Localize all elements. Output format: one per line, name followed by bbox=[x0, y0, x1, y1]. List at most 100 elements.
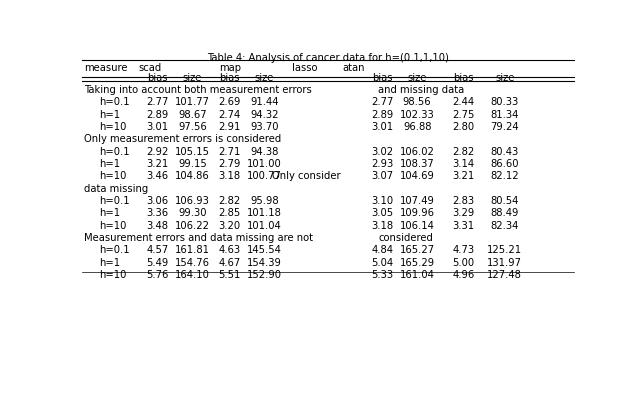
Text: 101.00: 101.00 bbox=[247, 159, 282, 169]
Text: 93.70: 93.70 bbox=[250, 122, 278, 132]
Text: h=0.1: h=0.1 bbox=[99, 147, 130, 157]
Text: 5.00: 5.00 bbox=[452, 257, 475, 268]
Text: 2.74: 2.74 bbox=[218, 110, 241, 120]
Text: 2.79: 2.79 bbox=[218, 159, 241, 169]
Text: size: size bbox=[408, 73, 427, 83]
Text: 5.51: 5.51 bbox=[218, 270, 241, 280]
Text: 98.67: 98.67 bbox=[178, 110, 207, 120]
Text: 91.44: 91.44 bbox=[250, 97, 278, 108]
Text: 125.21: 125.21 bbox=[487, 245, 522, 255]
Text: 106.02: 106.02 bbox=[400, 147, 435, 157]
Text: 106.93: 106.93 bbox=[175, 196, 210, 206]
Text: 108.37: 108.37 bbox=[400, 159, 435, 169]
Text: 102.33: 102.33 bbox=[400, 110, 435, 120]
Text: 2.91: 2.91 bbox=[218, 122, 241, 132]
Text: 2.69: 2.69 bbox=[218, 97, 241, 108]
Text: h=1: h=1 bbox=[99, 110, 120, 120]
Text: h=0.1: h=0.1 bbox=[99, 245, 130, 255]
Text: 99.15: 99.15 bbox=[178, 159, 207, 169]
Text: 94.32: 94.32 bbox=[250, 110, 278, 120]
Text: 2.82: 2.82 bbox=[452, 147, 475, 157]
Text: 5.33: 5.33 bbox=[371, 270, 394, 280]
Text: 2.85: 2.85 bbox=[218, 208, 241, 218]
Text: 5.49: 5.49 bbox=[147, 257, 168, 268]
Text: h=1: h=1 bbox=[99, 159, 120, 169]
Text: 2.83: 2.83 bbox=[452, 196, 475, 206]
Text: 101.18: 101.18 bbox=[247, 208, 282, 218]
Text: 80.54: 80.54 bbox=[490, 196, 519, 206]
Text: size: size bbox=[255, 73, 274, 83]
Text: 101.77: 101.77 bbox=[175, 97, 210, 108]
Text: 154.39: 154.39 bbox=[247, 257, 282, 268]
Text: 3.01: 3.01 bbox=[371, 122, 394, 132]
Text: 4.96: 4.96 bbox=[452, 270, 475, 280]
Text: 88.49: 88.49 bbox=[490, 208, 519, 218]
Text: 2.75: 2.75 bbox=[452, 110, 475, 120]
Text: 164.10: 164.10 bbox=[175, 270, 210, 280]
Text: 100.77: 100.77 bbox=[247, 171, 282, 181]
Text: h=1: h=1 bbox=[99, 257, 120, 268]
Text: bias: bias bbox=[147, 73, 168, 83]
Text: size: size bbox=[182, 73, 202, 83]
Text: map: map bbox=[220, 63, 241, 73]
Text: 82.34: 82.34 bbox=[490, 220, 519, 231]
Text: 81.34: 81.34 bbox=[490, 110, 519, 120]
Text: 86.60: 86.60 bbox=[490, 159, 519, 169]
Text: 4.63: 4.63 bbox=[218, 245, 241, 255]
Text: h=10: h=10 bbox=[99, 171, 127, 181]
Text: bias: bias bbox=[372, 73, 392, 83]
Text: 165.27: 165.27 bbox=[399, 245, 435, 255]
Text: 99.30: 99.30 bbox=[178, 208, 207, 218]
Text: 94.38: 94.38 bbox=[250, 147, 278, 157]
Text: 3.21: 3.21 bbox=[452, 171, 475, 181]
Text: 106.14: 106.14 bbox=[400, 220, 435, 231]
Text: 2.89: 2.89 bbox=[147, 110, 168, 120]
Text: 3.21: 3.21 bbox=[147, 159, 168, 169]
Text: 3.20: 3.20 bbox=[218, 220, 241, 231]
Text: 2.80: 2.80 bbox=[452, 122, 475, 132]
Text: data missing: data missing bbox=[84, 184, 148, 194]
Text: 97.56: 97.56 bbox=[178, 122, 207, 132]
Text: h=0.1: h=0.1 bbox=[99, 196, 130, 206]
Text: 3.06: 3.06 bbox=[147, 196, 168, 206]
Text: h=10: h=10 bbox=[99, 122, 127, 132]
Text: 3.07: 3.07 bbox=[371, 171, 394, 181]
Text: 2.77: 2.77 bbox=[147, 97, 169, 108]
Text: and missing data: and missing data bbox=[378, 85, 465, 95]
Text: Only measurement errors is considered: Only measurement errors is considered bbox=[84, 134, 281, 144]
Text: 161.81: 161.81 bbox=[175, 245, 210, 255]
Text: 80.33: 80.33 bbox=[491, 97, 519, 108]
Text: 2.89: 2.89 bbox=[371, 110, 394, 120]
Text: Taking into account both measurement errors: Taking into account both measurement err… bbox=[84, 85, 312, 95]
Text: h=0.1: h=0.1 bbox=[99, 97, 130, 108]
Text: Measurement errors and data missing are not: Measurement errors and data missing are … bbox=[84, 233, 313, 243]
Text: 105.15: 105.15 bbox=[175, 147, 210, 157]
Text: 104.69: 104.69 bbox=[400, 171, 435, 181]
Text: lasso: lasso bbox=[292, 63, 317, 73]
Text: Only consider: Only consider bbox=[272, 171, 341, 181]
Text: considered: considered bbox=[378, 233, 433, 243]
Text: h=10: h=10 bbox=[99, 270, 127, 280]
Text: 131.97: 131.97 bbox=[487, 257, 522, 268]
Text: 161.04: 161.04 bbox=[400, 270, 435, 280]
Text: 2.44: 2.44 bbox=[452, 97, 475, 108]
Text: 2.82: 2.82 bbox=[218, 196, 241, 206]
Text: 3.10: 3.10 bbox=[371, 196, 394, 206]
Text: 106.22: 106.22 bbox=[175, 220, 210, 231]
Text: 2.92: 2.92 bbox=[147, 147, 169, 157]
Text: bias: bias bbox=[453, 73, 474, 83]
Text: 4.67: 4.67 bbox=[218, 257, 241, 268]
Text: h=1: h=1 bbox=[99, 208, 120, 218]
Text: h=10: h=10 bbox=[99, 220, 127, 231]
Text: 95.98: 95.98 bbox=[250, 196, 279, 206]
Text: 2.77: 2.77 bbox=[371, 97, 394, 108]
Text: 165.29: 165.29 bbox=[399, 257, 435, 268]
Text: 101.04: 101.04 bbox=[247, 220, 282, 231]
Text: measure: measure bbox=[84, 63, 127, 73]
Text: 3.02: 3.02 bbox=[371, 147, 394, 157]
Text: 3.18: 3.18 bbox=[371, 220, 394, 231]
Text: bias: bias bbox=[220, 73, 240, 83]
Text: 2.93: 2.93 bbox=[371, 159, 394, 169]
Text: 3.05: 3.05 bbox=[371, 208, 394, 218]
Text: 3.14: 3.14 bbox=[452, 159, 475, 169]
